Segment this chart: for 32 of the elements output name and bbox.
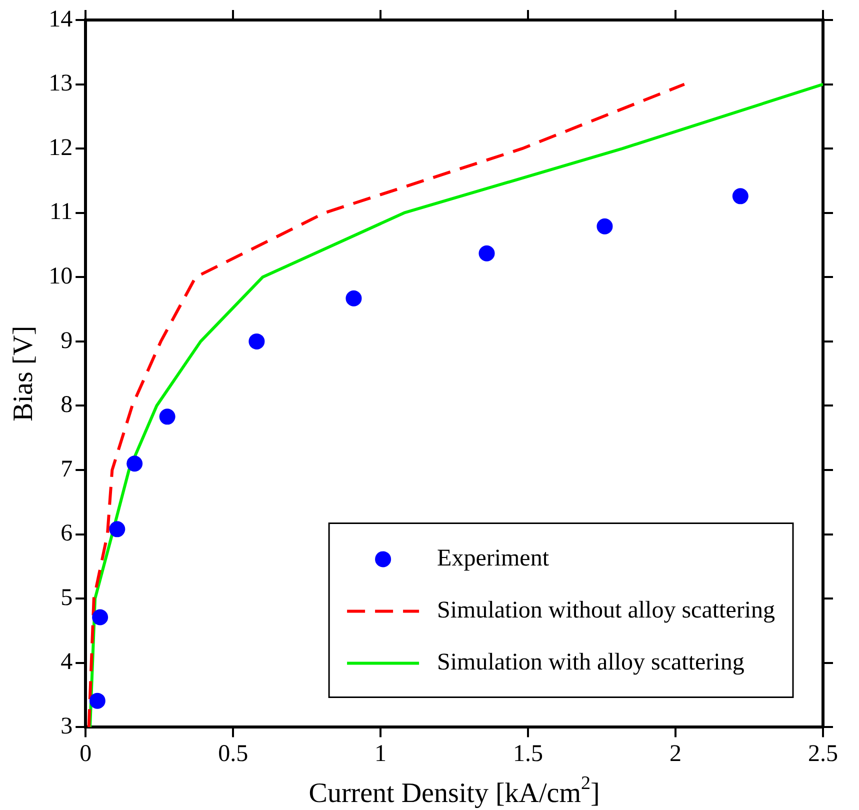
y-axis-title: Bias [V]	[8, 326, 40, 422]
y-tick-label: 9	[60, 328, 73, 354]
x-tick-label: 0	[80, 740, 92, 767]
y-tick-label: 6	[60, 520, 73, 547]
point	[346, 290, 362, 306]
point	[109, 521, 126, 538]
x-tick-label: 2	[670, 740, 682, 767]
y-tick-label: 12	[48, 134, 73, 161]
legend-label: Simulation with alloy scattering	[437, 649, 744, 676]
x-tick-label: 1.5	[513, 740, 544, 767]
point	[596, 218, 613, 234]
y-tick-label: 5	[60, 584, 73, 611]
x-tick-label: 2.5	[808, 740, 838, 767]
y-tick-label: 13	[48, 70, 73, 97]
y-tick-label: 11	[49, 199, 73, 226]
point	[92, 609, 108, 626]
y-tick-label: 8	[60, 392, 73, 418]
y-tick-label: 3	[60, 713, 73, 740]
x-tick-label: 1	[374, 740, 387, 767]
point	[248, 333, 265, 350]
x-tick-label: 0.5	[218, 740, 248, 767]
y-tick-label: 4	[60, 649, 73, 676]
legend-label: Experiment	[437, 545, 550, 572]
point	[478, 245, 495, 262]
y-tick-label: 10	[48, 263, 73, 290]
point	[89, 692, 106, 709]
point	[126, 456, 143, 472]
y-tick-label: 14	[48, 6, 73, 32]
point	[159, 408, 176, 425]
y-tick-label: 7	[60, 456, 73, 482]
point	[732, 188, 748, 204]
legend-label: Simulation without alloy scattering	[437, 597, 776, 624]
